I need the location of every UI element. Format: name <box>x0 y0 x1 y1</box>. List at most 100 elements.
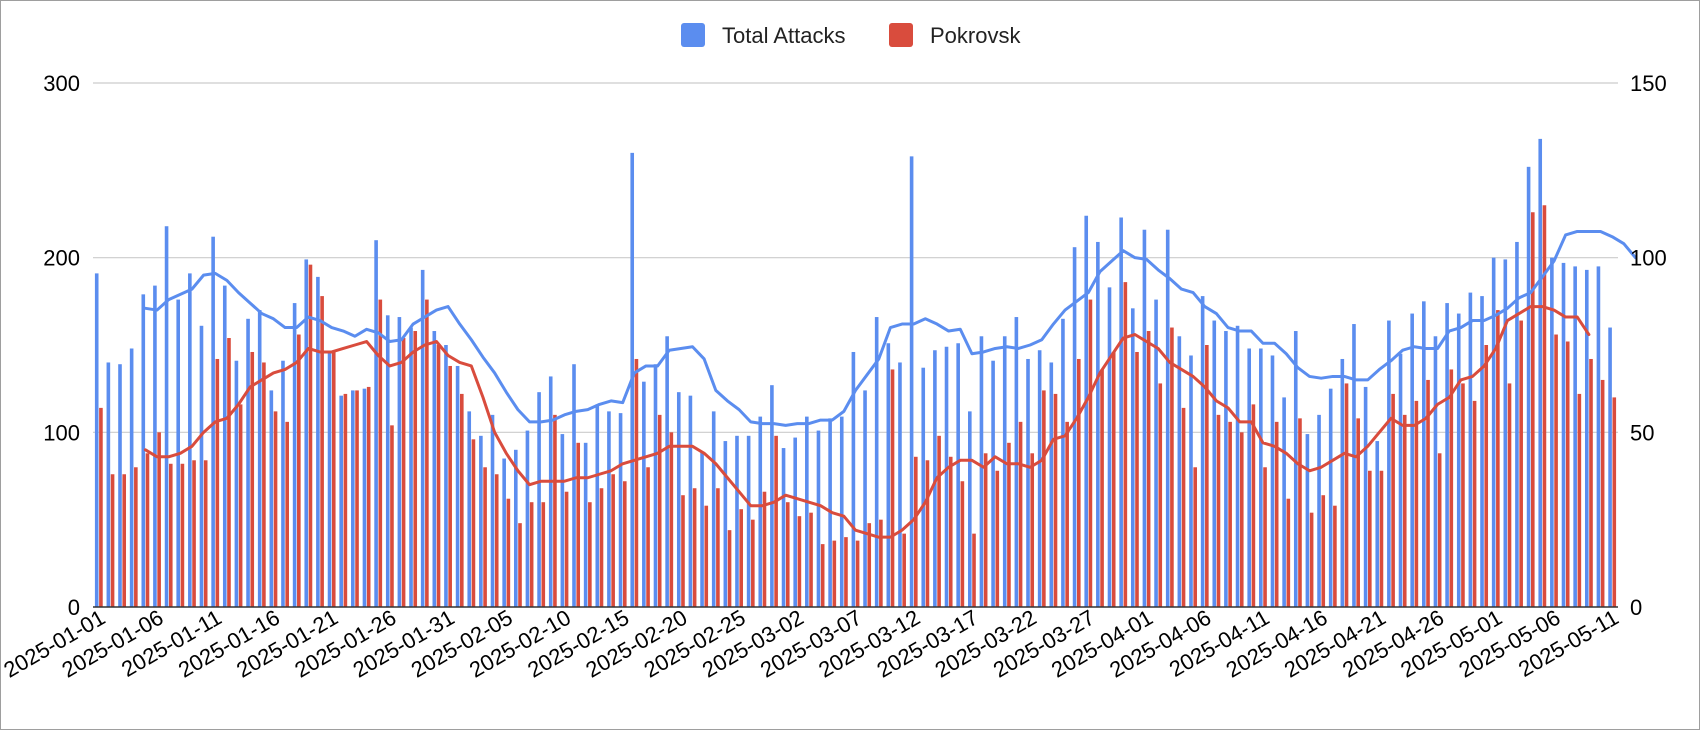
bar-total-attacks[interactable] <box>1259 348 1263 607</box>
bar-total-attacks[interactable] <box>257 310 262 607</box>
bar-total-attacks[interactable] <box>1142 229 1147 607</box>
bar-pokrovsk[interactable] <box>820 544 825 607</box>
bar-total-attacks[interactable] <box>94 273 99 607</box>
bar-total-attacks[interactable] <box>770 385 774 607</box>
bar-total-attacks[interactable] <box>1433 336 1438 607</box>
bar-pokrovsk[interactable] <box>1286 498 1291 607</box>
bar-total-attacks[interactable] <box>1189 355 1193 607</box>
bar-total-attacks[interactable] <box>513 449 518 607</box>
bar-pokrovsk[interactable] <box>1368 470 1372 607</box>
bar-total-attacks[interactable] <box>1037 350 1042 607</box>
bar-total-attacks[interactable] <box>1293 331 1298 607</box>
bar-total-attacks[interactable] <box>723 441 728 607</box>
bar-pokrovsk[interactable] <box>669 432 674 607</box>
bar-pokrovsk[interactable] <box>879 519 883 607</box>
bar-pokrovsk[interactable] <box>1135 351 1139 607</box>
bar-pokrovsk[interactable] <box>646 467 650 607</box>
bar-pokrovsk[interactable] <box>1146 331 1151 607</box>
bar-total-attacks[interactable] <box>805 416 809 607</box>
bar-pokrovsk[interactable] <box>1507 383 1512 607</box>
bar-total-attacks[interactable] <box>222 285 227 607</box>
bar-pokrovsk[interactable] <box>1205 345 1209 607</box>
bar-total-attacks[interactable] <box>1352 324 1356 607</box>
bar-total-attacks[interactable] <box>746 435 751 607</box>
bar-total-attacks[interactable] <box>1550 257 1554 607</box>
bar-total-attacks[interactable] <box>1608 327 1612 607</box>
bar-total-attacks[interactable] <box>921 367 926 607</box>
bar-pokrovsk[interactable] <box>285 421 289 607</box>
bar-pokrovsk[interactable] <box>413 331 418 607</box>
bar-pokrovsk[interactable] <box>459 393 464 607</box>
bar-total-attacks[interactable] <box>839 416 844 607</box>
bar-pokrovsk[interactable] <box>1461 383 1465 607</box>
bar-pokrovsk[interactable] <box>785 502 790 607</box>
bar-pokrovsk[interactable] <box>1484 345 1489 607</box>
bar-total-attacks[interactable] <box>467 411 472 607</box>
bar-total-attacks[interactable] <box>595 404 600 607</box>
bar-total-attacks[interactable] <box>560 434 565 607</box>
bar-total-attacks[interactable] <box>1340 358 1345 607</box>
bar-pokrovsk[interactable] <box>366 386 371 607</box>
bar-pokrovsk[interactable] <box>1472 400 1477 607</box>
bar-total-attacks[interactable] <box>1515 241 1519 608</box>
bar-pokrovsk[interactable] <box>716 488 720 607</box>
bar-pokrovsk[interactable] <box>1263 467 1267 607</box>
bar-total-attacks[interactable] <box>502 458 506 607</box>
bar-total-attacks[interactable] <box>1212 320 1217 607</box>
bar-pokrovsk[interactable] <box>1321 495 1326 607</box>
bar-pokrovsk[interactable] <box>890 369 895 607</box>
bar-pokrovsk[interactable] <box>1437 453 1442 607</box>
bar-total-attacks[interactable] <box>1107 287 1112 607</box>
bar-pokrovsk[interactable] <box>751 519 755 607</box>
bar-pokrovsk[interactable] <box>99 407 103 607</box>
bar-pokrovsk[interactable] <box>1565 341 1570 607</box>
bar-pokrovsk[interactable] <box>1216 414 1221 607</box>
bar-pokrovsk[interactable] <box>192 460 196 607</box>
bar-total-attacks[interactable] <box>711 411 716 607</box>
bar-total-attacks[interactable] <box>1468 292 1473 607</box>
bar-total-attacks[interactable] <box>1026 358 1030 607</box>
bar-pokrovsk[interactable] <box>308 264 313 607</box>
bar-total-attacks[interactable] <box>1002 336 1007 607</box>
bar-pokrovsk[interactable] <box>1449 369 1454 607</box>
bar-total-attacks[interactable] <box>991 360 995 607</box>
bar-pokrovsk[interactable] <box>250 351 255 607</box>
bar-pokrovsk[interactable] <box>1612 397 1617 607</box>
line-pokrovsk-average[interactable] <box>143 305 1591 539</box>
bar-pokrovsk[interactable] <box>809 512 813 607</box>
bar-pokrovsk[interactable] <box>262 362 266 607</box>
bar-pokrovsk[interactable] <box>599 488 604 607</box>
bar-total-attacks[interactable] <box>444 345 448 607</box>
bar-total-attacks[interactable] <box>665 336 669 607</box>
bar-pokrovsk[interactable] <box>518 523 522 607</box>
bar-total-attacks[interactable] <box>420 269 425 607</box>
bar-total-attacks[interactable] <box>1154 299 1158 607</box>
bar-total-attacks[interactable] <box>653 364 658 607</box>
bar-pokrovsk[interactable] <box>739 509 743 607</box>
bar-total-attacks[interactable] <box>1305 434 1310 607</box>
bar-pokrovsk[interactable] <box>378 299 383 607</box>
bar-pokrovsk[interactable] <box>553 414 557 607</box>
bar-pokrovsk[interactable] <box>844 537 848 607</box>
bar-total-attacks[interactable] <box>1119 217 1123 607</box>
bar-total-attacks[interactable] <box>607 411 611 607</box>
bar-total-attacks[interactable] <box>583 442 588 607</box>
bar-total-attacks[interactable] <box>385 315 390 607</box>
bar-pokrovsk[interactable] <box>1193 467 1198 607</box>
bar-pokrovsk[interactable] <box>1239 432 1244 607</box>
bar-total-attacks[interactable] <box>455 365 460 607</box>
bar-pokrovsk[interactable] <box>657 414 662 607</box>
bar-total-attacks[interactable] <box>1177 336 1182 607</box>
bar-total-attacks[interactable] <box>618 413 623 607</box>
bar-pokrovsk[interactable] <box>1530 212 1535 607</box>
bar-pokrovsk[interactable] <box>832 540 837 607</box>
bar-pokrovsk[interactable] <box>937 435 941 607</box>
bar-pokrovsk[interactable] <box>483 467 487 607</box>
bar-pokrovsk[interactable] <box>692 488 697 607</box>
bar-pokrovsk[interactable] <box>681 495 685 607</box>
legend[interactable]: Total Attacks Pokrovsk <box>681 23 1021 48</box>
bar-pokrovsk[interactable] <box>1414 400 1419 607</box>
bar-total-attacks[interactable] <box>1200 296 1205 607</box>
bar-total-attacks[interactable] <box>735 435 739 607</box>
bar-pokrovsk[interactable] <box>622 481 627 607</box>
